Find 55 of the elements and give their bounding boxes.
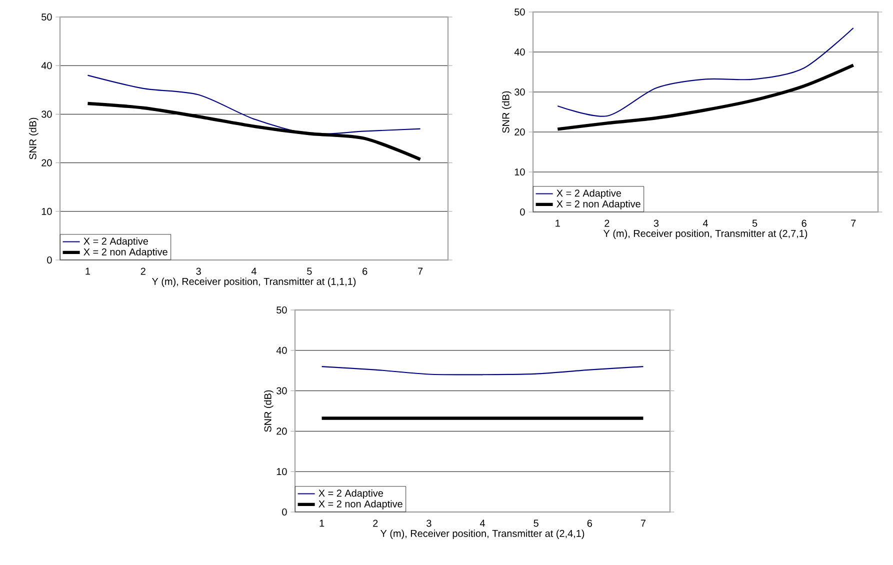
legend-label: X = 2 non Adaptive — [84, 248, 168, 258]
x-tick-label: 5 — [752, 220, 758, 227]
y-tick-label: 10 — [514, 168, 525, 176]
y-tick-label: 20 — [42, 159, 52, 166]
x-tick-label: 4 — [702, 220, 708, 227]
x-tick-label: 6 — [362, 268, 368, 275]
x-tick-label: 1 — [86, 268, 90, 275]
y-tick-label: 0 — [47, 256, 52, 264]
x-tick-label: 5 — [307, 268, 312, 275]
legend-label: X = 2 Adaptive — [556, 189, 622, 199]
y-axis-title: SNR (dB) — [29, 118, 38, 160]
x-tick-label: 2 — [140, 268, 146, 275]
y-axis-title: SNR (dB) — [264, 390, 274, 432]
x-tick-label: 3 — [654, 220, 659, 227]
x-tick-label: 7 — [851, 220, 856, 227]
x-axis-title: Y (m), Receiver position, Transmitter at (2,4,1) — [380, 530, 584, 539]
y-tick-label: 20 — [276, 428, 287, 435]
x-tick-label: 2 — [373, 520, 378, 527]
y-tick-label: 30 — [514, 88, 525, 96]
x-axis-title: Y (m), Receiver position, Transmitter at (2,7,1) — [603, 230, 808, 239]
line-series — [86, 102, 422, 161]
x-tick-label: 6 — [802, 220, 806, 227]
y-tick-label: 10 — [276, 468, 287, 476]
x-tick-label: 1 — [556, 220, 560, 227]
y-tick-label: 30 — [276, 387, 287, 394]
line-series — [321, 366, 644, 376]
line-series — [556, 64, 855, 131]
legend-label: X = 2 non Adaptive — [318, 500, 402, 510]
x-axis-title: Y (m), Receiver position, Transmitter at (1,1,1) — [152, 278, 356, 287]
line-series — [557, 27, 854, 117]
y-tick-label: 10 — [42, 208, 52, 215]
legend-label: X = 2 non Adaptive — [556, 200, 640, 210]
y-axis-title: SNR (dB) — [502, 91, 512, 133]
x-tick-label: 1 — [320, 520, 324, 527]
y-tick-label: 20 — [514, 128, 525, 136]
y-tick-label: 50 — [514, 8, 525, 16]
x-tick-label: 4 — [251, 268, 256, 275]
y-tick-label: 0 — [520, 208, 525, 216]
legend-label: X = 2 Adaptive — [318, 489, 384, 499]
x-tick-label: 6 — [587, 520, 592, 527]
x-tick-label: 7 — [418, 268, 423, 275]
x-tick-label: 7 — [640, 520, 646, 527]
y-tick-label: 50 — [42, 13, 52, 21]
x-tick-label: 5 — [534, 520, 538, 527]
x-tick-label: 3 — [196, 268, 201, 275]
y-tick-label: 40 — [41, 62, 52, 70]
x-tick-label: 4 — [480, 520, 485, 527]
y-tick-label: 50 — [276, 306, 287, 314]
y-tick-label: 40 — [514, 48, 525, 56]
legend-label: X = 2 Adaptive — [84, 237, 148, 247]
y-tick-label: 0 — [282, 508, 287, 516]
y-tick-label: 40 — [276, 346, 287, 354]
x-tick-label: 2 — [604, 220, 610, 227]
y-tick-label: 30 — [42, 110, 52, 118]
x-tick-label: 3 — [426, 520, 432, 527]
